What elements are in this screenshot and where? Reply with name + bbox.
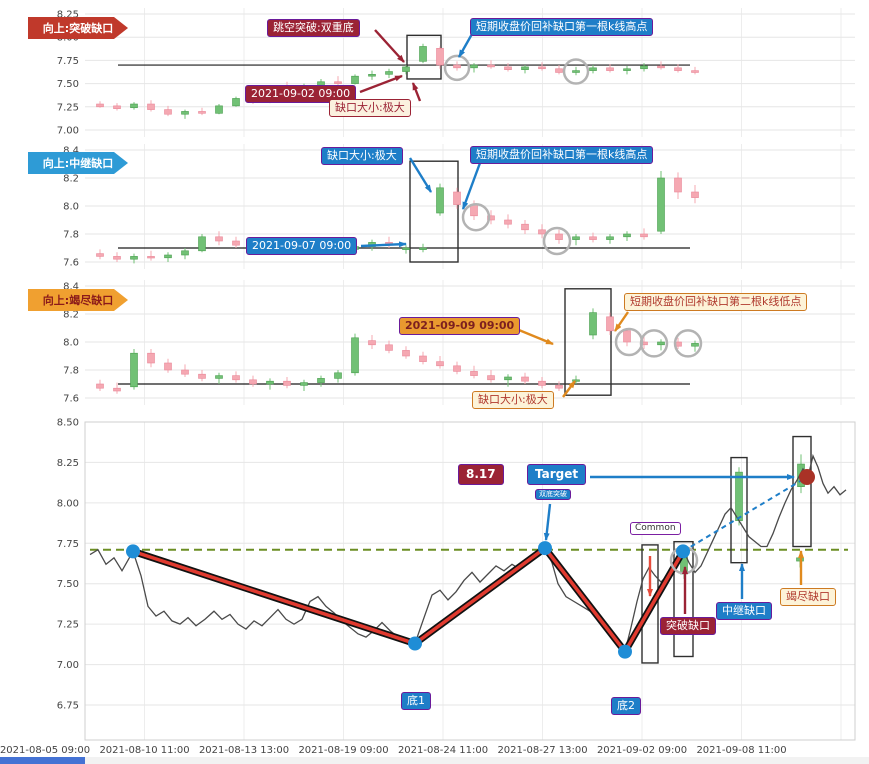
target-sub-badge: 双底突破 bbox=[535, 489, 571, 500]
svg-text:2021-08-05 09:00: 2021-08-05 09:00 bbox=[0, 745, 90, 756]
annotation-gap-date-p1: 2021-09-02 09:00 bbox=[245, 85, 357, 103]
bottom1-badge: 底1 bbox=[401, 692, 431, 710]
breakout-gap-badge: 突破缺口 bbox=[660, 617, 716, 635]
svg-text:2021-09-08 11:00: 2021-09-08 11:00 bbox=[696, 745, 786, 756]
target-price-badge: 8.17 bbox=[458, 464, 504, 485]
svg-text:7.00: 7.00 bbox=[57, 126, 79, 137]
svg-text:2021-08-27 13:00: 2021-08-27 13:00 bbox=[497, 745, 587, 756]
annotation-recover-high-p1: 短期收盘价回补缺口第一根k线高点 bbox=[470, 18, 654, 36]
svg-text:7.25: 7.25 bbox=[57, 620, 79, 631]
svg-text:8.4: 8.4 bbox=[63, 282, 79, 293]
svg-text:2021-09-02 09:00: 2021-09-02 09:00 bbox=[597, 745, 687, 756]
svg-text:8.50: 8.50 bbox=[57, 418, 79, 429]
annotation-recover-low-p3: 短期收盘价回补缺口第二根k线低点 bbox=[624, 293, 808, 311]
svg-text:8.4: 8.4 bbox=[63, 146, 79, 157]
horizontal-scrollbar[interactable] bbox=[0, 757, 869, 764]
svg-text:7.25: 7.25 bbox=[57, 102, 79, 113]
annotation-gap-size-p2: 缺口大小:极大 bbox=[321, 147, 403, 165]
svg-text:8.25: 8.25 bbox=[57, 10, 79, 21]
svg-text:2021-08-10 11:00: 2021-08-10 11:00 bbox=[99, 745, 189, 756]
svg-text:7.50: 7.50 bbox=[57, 579, 79, 590]
annotation-gap-date-p2: 2021-09-07 09:00 bbox=[246, 237, 358, 255]
svg-text:2021-08-13 13:00: 2021-08-13 13:00 bbox=[199, 745, 289, 756]
svg-text:8.0: 8.0 bbox=[63, 338, 79, 349]
target-badge: Target bbox=[527, 464, 587, 485]
svg-text:2021-08-19 09:00: 2021-08-19 09:00 bbox=[298, 745, 388, 756]
bottom2-badge: 底2 bbox=[611, 697, 641, 715]
panel2-ribbon-runaway-gap: 向上:中继缺口 bbox=[28, 152, 128, 174]
annotation-recover-high-p2: 短期收盘价回补缺口第一根k线高点 bbox=[470, 146, 654, 164]
annotation-gap-size-p3: 缺口大小:极大 bbox=[472, 391, 554, 409]
svg-text:8.2: 8.2 bbox=[63, 174, 79, 185]
svg-text:7.6: 7.6 bbox=[63, 258, 79, 269]
annotation-gap-type-double-bottom: 跳空突破:双重底 bbox=[267, 19, 360, 37]
panel1-ribbon-breakout-gap: 向上:突破缺口 bbox=[28, 17, 128, 39]
svg-text:8.0: 8.0 bbox=[63, 202, 79, 213]
svg-text:6.75: 6.75 bbox=[57, 701, 79, 712]
svg-text:7.75: 7.75 bbox=[57, 539, 79, 550]
svg-text:7.6: 7.6 bbox=[63, 394, 79, 405]
annotation-gap-size-p1: 缺口大小:极大 bbox=[329, 99, 411, 117]
svg-text:8.2: 8.2 bbox=[63, 310, 79, 321]
svg-text:7.00: 7.00 bbox=[57, 660, 79, 671]
svg-text:7.8: 7.8 bbox=[63, 230, 79, 241]
exhaustion-gap-badge: 竭尽缺口 bbox=[780, 588, 836, 606]
common-badge: Common bbox=[630, 522, 681, 536]
scrollbar-thumb[interactable] bbox=[0, 757, 85, 764]
annotation-gap-date-p3: 2021-09-09 09:00 bbox=[399, 317, 521, 335]
svg-text:2021-08-24 11:00: 2021-08-24 11:00 bbox=[398, 745, 488, 756]
svg-text:7.8: 7.8 bbox=[63, 366, 79, 377]
svg-text:8.00: 8.00 bbox=[57, 498, 79, 509]
svg-text:8.25: 8.25 bbox=[57, 458, 79, 469]
panel3-ribbon-exhaustion-gap: 向上:竭尽缺口 bbox=[28, 289, 128, 311]
svg-text:7.50: 7.50 bbox=[57, 79, 79, 90]
svg-text:7.75: 7.75 bbox=[57, 56, 79, 67]
runaway-gap-badge: 中继缺口 bbox=[716, 602, 772, 620]
